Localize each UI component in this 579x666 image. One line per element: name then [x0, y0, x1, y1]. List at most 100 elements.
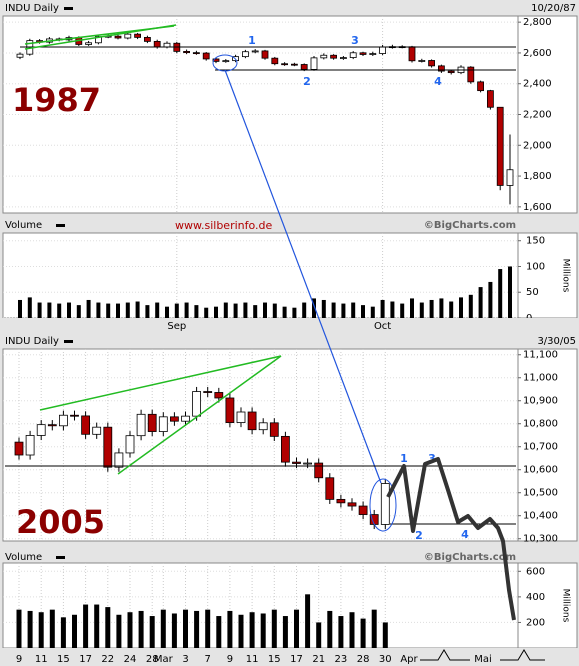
volume-bar [60, 617, 66, 648]
volume-plot [2, 562, 519, 649]
volume-bar [508, 266, 512, 318]
y-tick-label: 50 [526, 287, 539, 298]
volume-bar [18, 299, 22, 318]
volume-bar [361, 305, 365, 318]
y-tick-label: 100 [526, 261, 545, 272]
y-tick-label: 400 [526, 592, 545, 603]
candle-body [251, 50, 259, 53]
candle-body [467, 66, 475, 83]
volume-bar [400, 303, 405, 318]
volume-bar [382, 622, 388, 648]
volume-bar [316, 622, 322, 648]
volume-bar [27, 297, 32, 318]
y-tick-label: 10,500 [523, 488, 558, 499]
volume-bar [106, 303, 111, 318]
y-tick-label: 10,700 [523, 442, 558, 453]
panel-header [0, 549, 579, 565]
volume-bar [282, 616, 288, 648]
volume-bar [105, 607, 111, 648]
wave-label: 3 [351, 34, 359, 47]
watermark: www.silberinfo.de [175, 219, 273, 232]
candle-body [437, 65, 445, 72]
candle-body [212, 58, 220, 62]
volume-bar [145, 305, 150, 318]
volume-bar [49, 609, 55, 648]
candle-body [271, 57, 279, 65]
x-tick-label: Mar [154, 654, 174, 665]
volume-bar [171, 613, 177, 648]
volume-bar [165, 306, 169, 318]
header-icon [64, 7, 73, 10]
x-tick-label: Mai [474, 654, 492, 665]
candle-body [349, 52, 357, 58]
volume-bar [47, 302, 52, 318]
volume-bar [223, 302, 228, 318]
volume-bar [321, 299, 326, 318]
x-tick-label: 30 [379, 654, 392, 665]
wave-label: 4 [434, 75, 442, 88]
chart-title: INDU Daily [5, 3, 59, 14]
candle-body [428, 60, 436, 67]
y-tick-label: 2,400 [523, 79, 552, 90]
candle-body [303, 462, 313, 465]
volume-title: Volume [5, 220, 42, 231]
candle-body [183, 50, 191, 54]
candle-body [92, 426, 102, 435]
volume-bar [292, 307, 297, 318]
candle-body [281, 63, 289, 66]
candle-body [300, 64, 308, 70]
x-axis-area [0, 318, 579, 334]
candle-body [214, 392, 224, 399]
candle-body [136, 413, 146, 437]
volume-bar [194, 305, 199, 318]
candle-body [143, 36, 151, 42]
candle-body [292, 461, 301, 464]
volume-bar [370, 306, 375, 318]
candle-body [25, 435, 35, 456]
credit: ©BigCharts.com [424, 220, 516, 231]
candle-body [85, 42, 92, 45]
y-tick-label: 2,200 [523, 110, 552, 121]
panel-header [0, 0, 579, 16]
volume-bar [83, 604, 89, 648]
axis-area [517, 232, 578, 319]
volume-bar [57, 303, 62, 318]
candle-body [408, 46, 416, 62]
y-tick-label: 1,600 [523, 202, 552, 213]
candle-body [258, 422, 268, 431]
y-tick-label: 10,300 [523, 534, 558, 545]
candle-body [36, 424, 46, 436]
x-tick-label: 23 [335, 654, 348, 665]
year-label: 1987 [12, 81, 101, 119]
volume-bar [76, 305, 81, 318]
volume-bar [302, 302, 307, 318]
x-tick-label: 15 [268, 654, 281, 665]
volume-bar [194, 610, 200, 648]
volume-bar [149, 616, 155, 648]
candle-body [222, 60, 230, 63]
candle-body [225, 397, 235, 423]
y-tick-label: 2,000 [523, 140, 552, 151]
plot-area [2, 348, 519, 542]
x-tick-label: 15 [57, 654, 70, 665]
volume-bar [27, 610, 33, 648]
connector-line [224, 69, 382, 484]
x-tick-label: 3 [182, 654, 188, 665]
candle-body [14, 441, 24, 456]
candle-body [310, 57, 318, 70]
volume-bar [371, 609, 377, 648]
credit: ©BigCharts.com [424, 552, 516, 563]
candle-body [330, 54, 338, 59]
volume-bar [184, 302, 189, 318]
panel-header [0, 217, 579, 233]
x-tick-label: Oct [374, 321, 391, 332]
candle-body [70, 414, 79, 417]
volume-bar [253, 305, 258, 318]
volume-bar [498, 269, 503, 318]
volume-bar [238, 614, 244, 648]
candle-body [81, 415, 90, 435]
volume-unit: Millions [561, 589, 571, 623]
candle-body [418, 60, 426, 62]
x-tick-label: 11 [35, 654, 48, 665]
volume-bar [312, 298, 316, 318]
